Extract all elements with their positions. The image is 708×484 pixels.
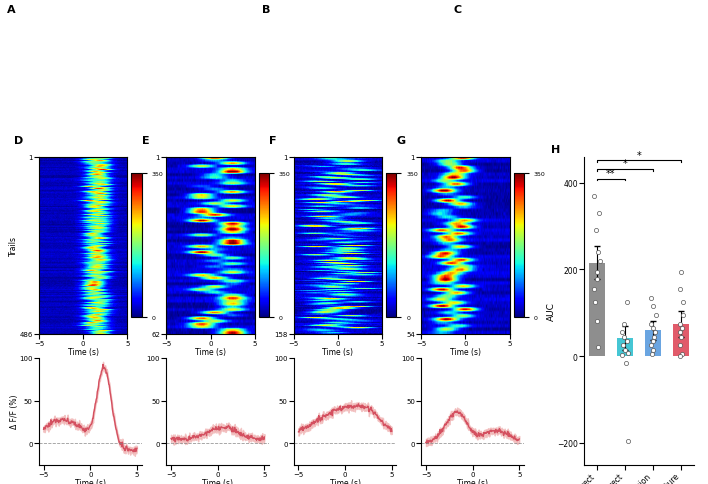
Point bbox=[593, 249, 604, 257]
X-axis label: Time (s): Time (s) bbox=[67, 348, 98, 357]
Point bbox=[646, 342, 657, 349]
Text: F: F bbox=[269, 136, 277, 146]
Point bbox=[649, 329, 661, 336]
Point bbox=[650, 311, 661, 319]
Y-axis label: Trails: Trails bbox=[9, 236, 18, 256]
Point bbox=[591, 268, 603, 276]
Text: A: A bbox=[7, 5, 16, 15]
Point bbox=[617, 342, 629, 349]
Point bbox=[588, 192, 600, 200]
Bar bbox=[617, 338, 633, 356]
X-axis label: Time (s): Time (s) bbox=[457, 478, 488, 484]
X-axis label: Time (s): Time (s) bbox=[195, 348, 226, 357]
Point bbox=[619, 346, 630, 354]
Y-axis label: AUC: AUC bbox=[547, 302, 556, 320]
Point bbox=[647, 337, 658, 345]
Point bbox=[593, 210, 604, 217]
Text: *: * bbox=[636, 151, 641, 160]
Point bbox=[622, 437, 634, 445]
Point bbox=[648, 324, 659, 332]
Point bbox=[648, 303, 659, 311]
Text: G: G bbox=[396, 136, 406, 146]
X-axis label: Time (s): Time (s) bbox=[75, 478, 105, 484]
Point bbox=[594, 257, 605, 265]
Text: H: H bbox=[551, 145, 561, 155]
Bar bbox=[589, 263, 605, 356]
Point bbox=[674, 320, 685, 328]
Point bbox=[617, 329, 628, 336]
Text: B: B bbox=[262, 5, 270, 15]
Point bbox=[622, 337, 633, 345]
Point bbox=[675, 268, 687, 276]
Bar bbox=[673, 324, 689, 356]
Point bbox=[621, 299, 632, 306]
X-axis label: Time (s): Time (s) bbox=[322, 348, 353, 357]
Point bbox=[674, 329, 685, 336]
Text: D: D bbox=[14, 136, 23, 146]
Bar bbox=[645, 331, 661, 356]
Text: *: * bbox=[622, 159, 627, 169]
X-axis label: Time (s): Time (s) bbox=[202, 478, 233, 484]
Point bbox=[645, 320, 656, 328]
X-axis label: Time (s): Time (s) bbox=[330, 478, 360, 484]
Point bbox=[591, 317, 603, 325]
Point bbox=[590, 299, 601, 306]
Text: **: ** bbox=[606, 169, 616, 179]
X-axis label: Time (s): Time (s) bbox=[450, 348, 481, 357]
Point bbox=[647, 346, 658, 354]
Text: C: C bbox=[453, 5, 461, 15]
Point bbox=[618, 333, 629, 341]
Y-axis label: Δ F/F (%): Δ F/F (%) bbox=[10, 394, 19, 429]
Point bbox=[675, 342, 686, 349]
Point bbox=[619, 320, 630, 328]
Point bbox=[677, 311, 688, 319]
Point bbox=[646, 350, 658, 358]
Point bbox=[622, 349, 633, 357]
Point bbox=[646, 294, 657, 302]
Point bbox=[588, 286, 600, 293]
Point bbox=[591, 275, 603, 283]
Point bbox=[649, 333, 660, 341]
Text: E: E bbox=[142, 136, 149, 146]
Point bbox=[675, 333, 687, 341]
Point bbox=[617, 352, 628, 360]
Point bbox=[676, 324, 687, 332]
Point bbox=[593, 343, 604, 351]
Point bbox=[675, 286, 686, 293]
Point bbox=[676, 350, 687, 358]
Point bbox=[675, 352, 686, 360]
Point bbox=[590, 227, 602, 235]
Point bbox=[620, 359, 632, 367]
Point bbox=[678, 299, 689, 306]
